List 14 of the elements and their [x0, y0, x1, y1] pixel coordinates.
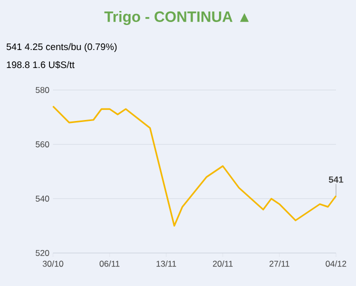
x-tick-label: 04/12 [326, 260, 346, 267]
x-tick-label: 27/11 [270, 260, 290, 267]
text: 198.8 1.6 U$S/tt [6, 60, 75, 69]
chart-title: Trigo - CONTINUA ▲ [104, 11, 249, 26]
y-tick-label: 560 [36, 141, 50, 148]
y-tick-label: 520 [36, 250, 50, 256]
x-tick-label: 13/11 [156, 260, 176, 267]
text: 541 4.25 cents/bu (0.79%) [6, 43, 117, 52]
x-tick-label: 20/11 [212, 260, 233, 267]
y-tick-label: 540 [36, 196, 50, 202]
y-tick-label: 580 [36, 87, 50, 93]
x-tick-label: 06/11 [100, 260, 120, 267]
annotation: 541 [328, 176, 344, 183]
x-tick-label: 30/10 [42, 260, 64, 267]
